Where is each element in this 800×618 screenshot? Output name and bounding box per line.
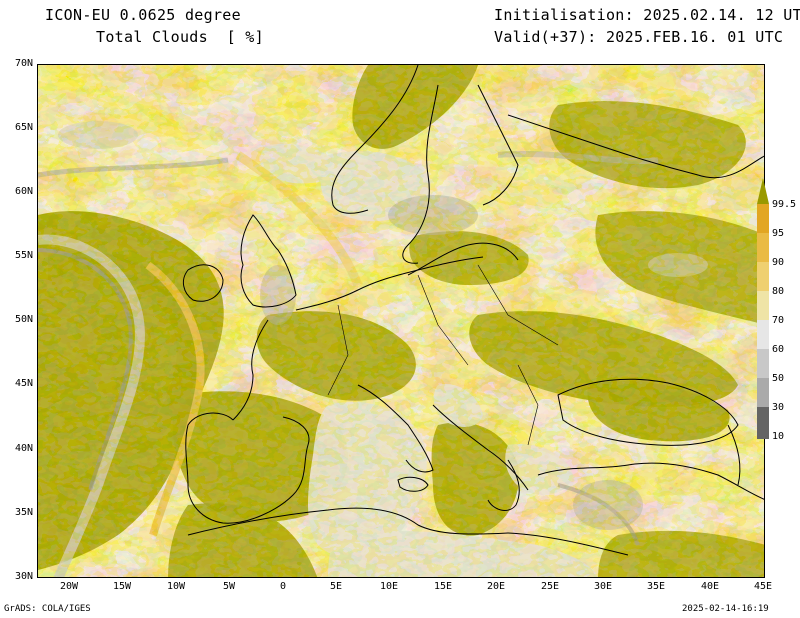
colorbar-label-95: 95 xyxy=(772,228,785,239)
model-title: ICON-EU 0.0625 degree xyxy=(45,6,241,24)
coast-iberia xyxy=(185,412,310,524)
lat-label-55n: 55N xyxy=(14,250,33,261)
colorbar-label-90: 90 xyxy=(772,257,785,268)
lat-label-40n: 40N xyxy=(14,443,33,454)
colorbar-seg-4 xyxy=(757,291,769,320)
coast-sicily xyxy=(397,476,429,492)
colorbar-seg-3 xyxy=(757,262,769,291)
coast-balkans xyxy=(432,404,529,491)
border-c xyxy=(477,264,559,346)
lat-label-65n: 65N xyxy=(14,122,33,133)
lon-label-5w: 5W xyxy=(222,581,236,592)
valid-time: Valid(+37): 2025.FEB.16. 01 UTC xyxy=(494,28,784,46)
lon-label-20e: 20E xyxy=(486,581,506,592)
lon-label-35e: 35E xyxy=(646,581,666,592)
coast-gb xyxy=(240,214,297,308)
coast-greece xyxy=(487,459,520,511)
colorbar-seg-2 xyxy=(757,233,769,262)
colorbar-triangle xyxy=(757,178,769,204)
coast-baltic xyxy=(407,242,519,276)
coast-continent-north xyxy=(295,256,484,311)
lon-label-5e: 5E xyxy=(329,581,343,592)
lat-label-35n: 35N xyxy=(14,507,33,518)
coastlines xyxy=(182,65,764,556)
lat-label-30n: 30N xyxy=(14,571,33,582)
colorbar-label-60: 60 xyxy=(772,344,785,355)
lat-label-50n: 50N xyxy=(14,314,33,325)
colorbar-seg-7 xyxy=(757,378,769,407)
lon-label-0: 0 xyxy=(279,581,287,592)
cloud-cover-map xyxy=(37,64,765,578)
coast-ireland xyxy=(182,264,224,302)
coast-finland xyxy=(477,84,519,206)
border-d xyxy=(517,364,539,446)
colorbar xyxy=(757,178,769,439)
border-a xyxy=(327,304,349,396)
lon-label-10w: 10W xyxy=(166,581,186,592)
colorbar-label-99-5: 99.5 xyxy=(772,199,797,210)
coast-norway xyxy=(331,65,419,214)
lon-label-20w: 20W xyxy=(59,581,79,592)
lon-label-15w: 15W xyxy=(112,581,132,592)
footer-timestamp: 2025-02-14-16:19 xyxy=(682,604,769,614)
colorbar-seg-1 xyxy=(757,204,769,233)
lon-label-45e: 45E xyxy=(753,581,773,592)
coast-italy xyxy=(357,384,434,473)
border-b xyxy=(417,274,469,366)
colorbar-seg-6 xyxy=(757,349,769,378)
colorbar-label-50: 50 xyxy=(772,373,785,384)
lat-label-60n: 60N xyxy=(14,186,33,197)
lon-label-30e: 30E xyxy=(593,581,613,592)
cloud-texture-overlay xyxy=(38,65,764,577)
lon-label-10e: 10E xyxy=(379,581,399,592)
colorbar-label-10: 10 xyxy=(772,431,785,442)
colorbar-label-70: 70 xyxy=(772,315,785,326)
lat-label-70n: 70N xyxy=(14,58,33,69)
initialisation-time: Initialisation: 2025.02.14. 12 UTC xyxy=(494,6,800,24)
colorbar-label-30: 30 xyxy=(772,402,785,413)
coast-caspian xyxy=(727,424,741,486)
map-svg xyxy=(38,65,764,577)
lon-label-15e: 15E xyxy=(433,581,453,592)
colorbar-seg-5 xyxy=(757,320,769,349)
coast-black-sea xyxy=(557,378,739,446)
coast-france-west xyxy=(232,319,269,421)
coast-turkey xyxy=(537,462,764,500)
coast-sweden xyxy=(402,84,439,264)
colorbar-label-80: 80 xyxy=(772,286,785,297)
coast-russia-north xyxy=(507,114,764,179)
lon-label-40e: 40E xyxy=(700,581,720,592)
colorbar-seg-8 xyxy=(757,407,769,439)
lon-label-25e: 25E xyxy=(540,581,560,592)
lat-label-45n: 45N xyxy=(14,378,33,389)
variable-title: Total Clouds [ %] xyxy=(96,28,264,46)
coast-north-africa xyxy=(187,507,629,556)
footer-credit: GrADS: COLA/IGES xyxy=(4,604,91,614)
